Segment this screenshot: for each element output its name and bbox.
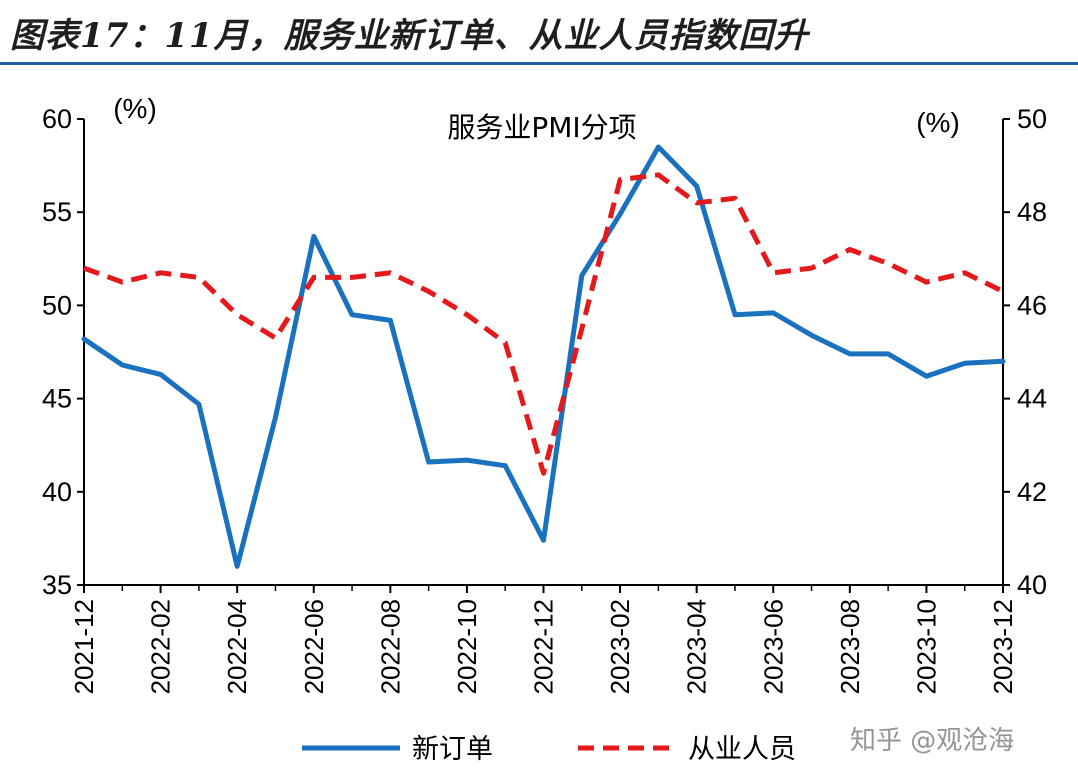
- right-axis-unit: (%): [916, 107, 960, 138]
- x-tick-label: 2022-04: [222, 599, 252, 694]
- right-tick-label: 48: [1017, 197, 1047, 227]
- legend-label-employment: 从业人员: [688, 734, 796, 765]
- right-tick-label: 42: [1017, 477, 1047, 507]
- left-tick-label: 50: [42, 290, 72, 320]
- left-tick-label: 60: [42, 104, 72, 134]
- title-divider: [0, 62, 1078, 65]
- x-tick-label: 2023-08: [835, 599, 865, 694]
- chart-legend: 新订单 从业人员: [302, 734, 796, 765]
- right-tick-label: 40: [1017, 570, 1047, 600]
- chart-title: 服务业PMI分项: [447, 111, 636, 144]
- figure-title: 图表17：11月，服务业新订单、从业人员指数回升: [10, 16, 809, 56]
- x-tick-label: 2023-02: [605, 599, 635, 694]
- right-tick-label: 46: [1017, 290, 1047, 320]
- x-tick-label: 2021-12: [69, 599, 99, 694]
- chart-lines: [81, 144, 1006, 569]
- right-tick-label: 50: [1017, 104, 1047, 134]
- x-tick-label: 2022-02: [146, 599, 176, 694]
- right-tick-label: 44: [1017, 384, 1047, 414]
- x-tick-label: 2023-12: [988, 599, 1018, 694]
- x-tick-label: 2022-08: [375, 599, 405, 694]
- x-tick-label: 2023-04: [682, 599, 712, 694]
- x-tick-label: 2022-12: [529, 599, 559, 694]
- series-line-new-orders: [81, 144, 1006, 569]
- watermark: 知乎 @观沧海: [850, 726, 1015, 756]
- left-tick-label: 35: [42, 570, 72, 600]
- x-tick-label: 2023-06: [758, 599, 788, 694]
- series-line-employment: [83, 172, 1005, 476]
- left-axis-unit: (%): [113, 93, 157, 124]
- chart-axes: 35 40 45 50 55 60 40 42 44 46 48 50 2021-12 2022-02 20…: [42, 104, 1047, 694]
- left-tick-label: 45: [42, 384, 72, 414]
- left-tick-label: 40: [42, 477, 72, 507]
- legend-label-new-orders: 新订单: [412, 734, 493, 765]
- x-tick-label: 2023-10: [911, 599, 941, 694]
- x-tick-label: 2022-06: [299, 599, 329, 694]
- left-tick-label: 55: [42, 197, 72, 227]
- x-tick-label: 2022-10: [452, 599, 482, 694]
